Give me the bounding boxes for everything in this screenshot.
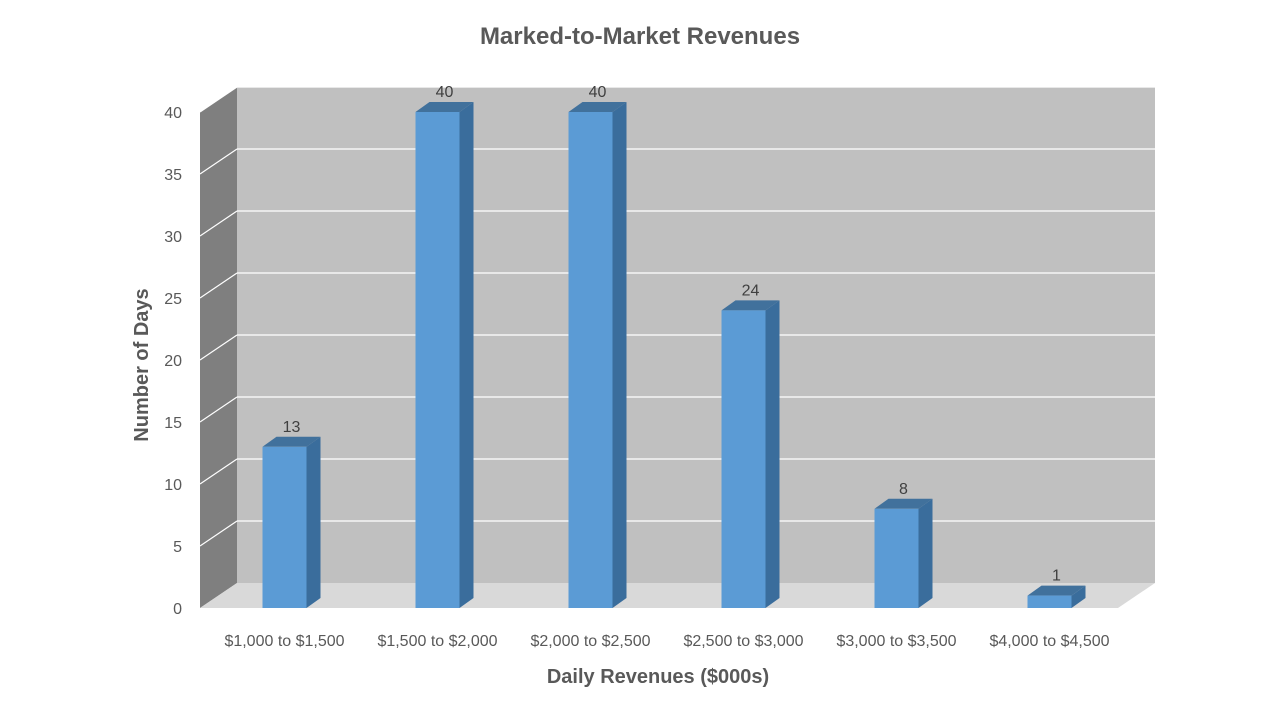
y-tick-label: 40 bbox=[164, 105, 182, 122]
x-tick-labels: $1,000 to $1,500 $1,500 to $2,000 $2,000 t… bbox=[224, 633, 1109, 650]
y-tick-label: 25 bbox=[164, 291, 182, 308]
data-label: 24 bbox=[742, 282, 760, 299]
bar-front bbox=[721, 310, 766, 608]
bar-front bbox=[1027, 595, 1072, 608]
bar bbox=[568, 102, 627, 608]
bar-side bbox=[612, 102, 627, 608]
bar bbox=[1027, 585, 1086, 608]
bar-side bbox=[306, 436, 321, 608]
bar-top bbox=[568, 102, 627, 112]
y-tick-label: 30 bbox=[164, 229, 182, 246]
bar-side bbox=[918, 498, 933, 608]
bar bbox=[262, 436, 321, 608]
y-tick-label: 20 bbox=[164, 353, 182, 370]
gridline-side bbox=[199, 334, 238, 361]
bar bbox=[721, 300, 780, 608]
data-label: 13 bbox=[283, 419, 301, 436]
bar-front bbox=[874, 508, 919, 608]
bar-side bbox=[459, 102, 474, 608]
gridline-side bbox=[199, 520, 238, 547]
bar-top bbox=[874, 498, 933, 509]
x-axis-title: Daily Revenues ($000s) bbox=[547, 666, 769, 688]
x-tick-label: $4,000 to $4,500 bbox=[989, 633, 1109, 650]
bar-front bbox=[262, 446, 307, 608]
gridline-side bbox=[199, 210, 238, 237]
data-label: 40 bbox=[589, 84, 607, 101]
x-tick-label: $2,500 to $3,000 bbox=[683, 633, 803, 650]
data-label: 40 bbox=[436, 84, 454, 101]
x-tick-label: $1,000 to $1,500 bbox=[224, 633, 344, 650]
bar-side bbox=[765, 300, 780, 608]
data-label: 1 bbox=[1052, 568, 1061, 585]
gridline-side bbox=[199, 272, 238, 299]
x-tick-label: $2,000 to $2,500 bbox=[530, 633, 650, 650]
bars bbox=[262, 102, 1086, 608]
data-labels: 13 40 40 24 8 1 bbox=[283, 84, 1061, 585]
chart-walls bbox=[200, 87, 1155, 608]
data-label: 8 bbox=[899, 481, 908, 498]
gridline-side bbox=[199, 86, 238, 113]
y-tick-label: 15 bbox=[164, 415, 182, 432]
bar-top bbox=[721, 300, 780, 311]
y-tick-labels: 0 5 10 15 20 25 30 35 40 bbox=[164, 105, 182, 618]
floor bbox=[200, 583, 1155, 608]
bar bbox=[415, 102, 474, 608]
gridline-side bbox=[199, 458, 238, 485]
gridline-side bbox=[199, 396, 238, 423]
bar-front bbox=[568, 112, 613, 608]
y-axis-title: Number of Days bbox=[131, 288, 153, 441]
x-tick-label: $1,500 to $2,000 bbox=[377, 633, 497, 650]
bar-top bbox=[262, 436, 321, 447]
bar-front bbox=[415, 112, 460, 608]
bar-side bbox=[1071, 585, 1086, 608]
bar-top bbox=[415, 102, 474, 112]
y-tick-label: 10 bbox=[164, 477, 182, 494]
gridline-side bbox=[199, 148, 238, 175]
bar bbox=[874, 498, 933, 608]
y-tick-label: 0 bbox=[173, 601, 182, 618]
y-tick-label: 5 bbox=[173, 539, 182, 556]
x-tick-label: $3,000 to $3,500 bbox=[836, 633, 956, 650]
gridlines bbox=[199, 86, 1155, 547]
y-tick-label: 35 bbox=[164, 167, 182, 184]
chart-title: Marked-to-Market Revenues bbox=[480, 23, 800, 50]
bar-top bbox=[1027, 585, 1086, 596]
